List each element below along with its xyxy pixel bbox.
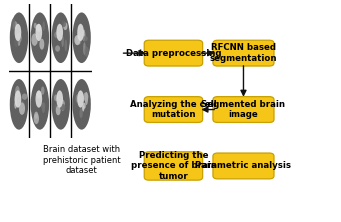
Ellipse shape (42, 102, 45, 113)
Ellipse shape (60, 99, 65, 111)
Ellipse shape (55, 103, 60, 111)
Ellipse shape (51, 12, 70, 63)
Ellipse shape (10, 79, 28, 130)
Ellipse shape (19, 29, 21, 38)
Ellipse shape (72, 79, 91, 130)
Ellipse shape (61, 36, 64, 47)
Ellipse shape (34, 113, 39, 124)
Ellipse shape (60, 104, 65, 110)
Ellipse shape (15, 86, 20, 98)
Ellipse shape (72, 12, 91, 63)
Ellipse shape (14, 38, 18, 47)
Ellipse shape (41, 102, 45, 109)
Text: Predicting the
presence of brain
tumor: Predicting the presence of brain tumor (131, 151, 217, 181)
Ellipse shape (63, 22, 68, 30)
Ellipse shape (35, 24, 41, 32)
Ellipse shape (19, 102, 25, 115)
Ellipse shape (77, 32, 82, 45)
Ellipse shape (54, 31, 60, 38)
Ellipse shape (56, 24, 63, 41)
Ellipse shape (60, 100, 63, 105)
Ellipse shape (83, 42, 86, 55)
FancyBboxPatch shape (144, 152, 203, 180)
Ellipse shape (83, 92, 88, 101)
Text: Segmented brain
image: Segmented brain image (202, 100, 285, 119)
Ellipse shape (74, 35, 80, 45)
Ellipse shape (17, 40, 20, 46)
Ellipse shape (15, 24, 21, 41)
Ellipse shape (15, 97, 17, 109)
Ellipse shape (84, 46, 89, 57)
Ellipse shape (85, 92, 88, 105)
Ellipse shape (55, 45, 60, 52)
Ellipse shape (54, 95, 58, 101)
FancyBboxPatch shape (213, 153, 274, 179)
Ellipse shape (19, 101, 25, 112)
Ellipse shape (41, 87, 44, 95)
Ellipse shape (10, 12, 28, 63)
Ellipse shape (83, 30, 85, 41)
Ellipse shape (83, 103, 86, 109)
Ellipse shape (35, 90, 42, 108)
Ellipse shape (36, 91, 42, 99)
Ellipse shape (83, 36, 88, 42)
Ellipse shape (64, 39, 67, 51)
Text: Analyzing the cell
mutation: Analyzing the cell mutation (130, 100, 217, 119)
Ellipse shape (34, 23, 37, 28)
Ellipse shape (76, 94, 79, 103)
Ellipse shape (31, 12, 49, 63)
Ellipse shape (22, 93, 27, 100)
Ellipse shape (79, 108, 83, 118)
Text: RFCNN based
segmentation: RFCNN based segmentation (210, 44, 277, 63)
Text: Parametric analysis: Parametric analysis (195, 161, 292, 170)
Ellipse shape (15, 90, 21, 108)
Ellipse shape (42, 21, 45, 31)
Text: Data preprocessing: Data preprocessing (126, 49, 221, 58)
Ellipse shape (31, 34, 38, 46)
Ellipse shape (51, 79, 70, 130)
Ellipse shape (77, 24, 84, 41)
Ellipse shape (31, 79, 49, 130)
Ellipse shape (11, 18, 15, 30)
Ellipse shape (14, 102, 16, 109)
Ellipse shape (56, 90, 63, 108)
Ellipse shape (16, 33, 22, 43)
Ellipse shape (56, 105, 61, 115)
Ellipse shape (13, 21, 17, 29)
Text: Brain dataset with
prehistoric patient
dataset: Brain dataset with prehistoric patient d… (43, 145, 121, 175)
Ellipse shape (62, 21, 66, 27)
Ellipse shape (40, 39, 44, 50)
Ellipse shape (34, 112, 38, 119)
Ellipse shape (36, 31, 39, 44)
FancyBboxPatch shape (213, 40, 274, 66)
FancyBboxPatch shape (144, 40, 203, 66)
Ellipse shape (35, 24, 42, 41)
Ellipse shape (77, 90, 84, 108)
FancyBboxPatch shape (213, 97, 274, 123)
FancyBboxPatch shape (144, 97, 203, 123)
Ellipse shape (82, 105, 84, 111)
